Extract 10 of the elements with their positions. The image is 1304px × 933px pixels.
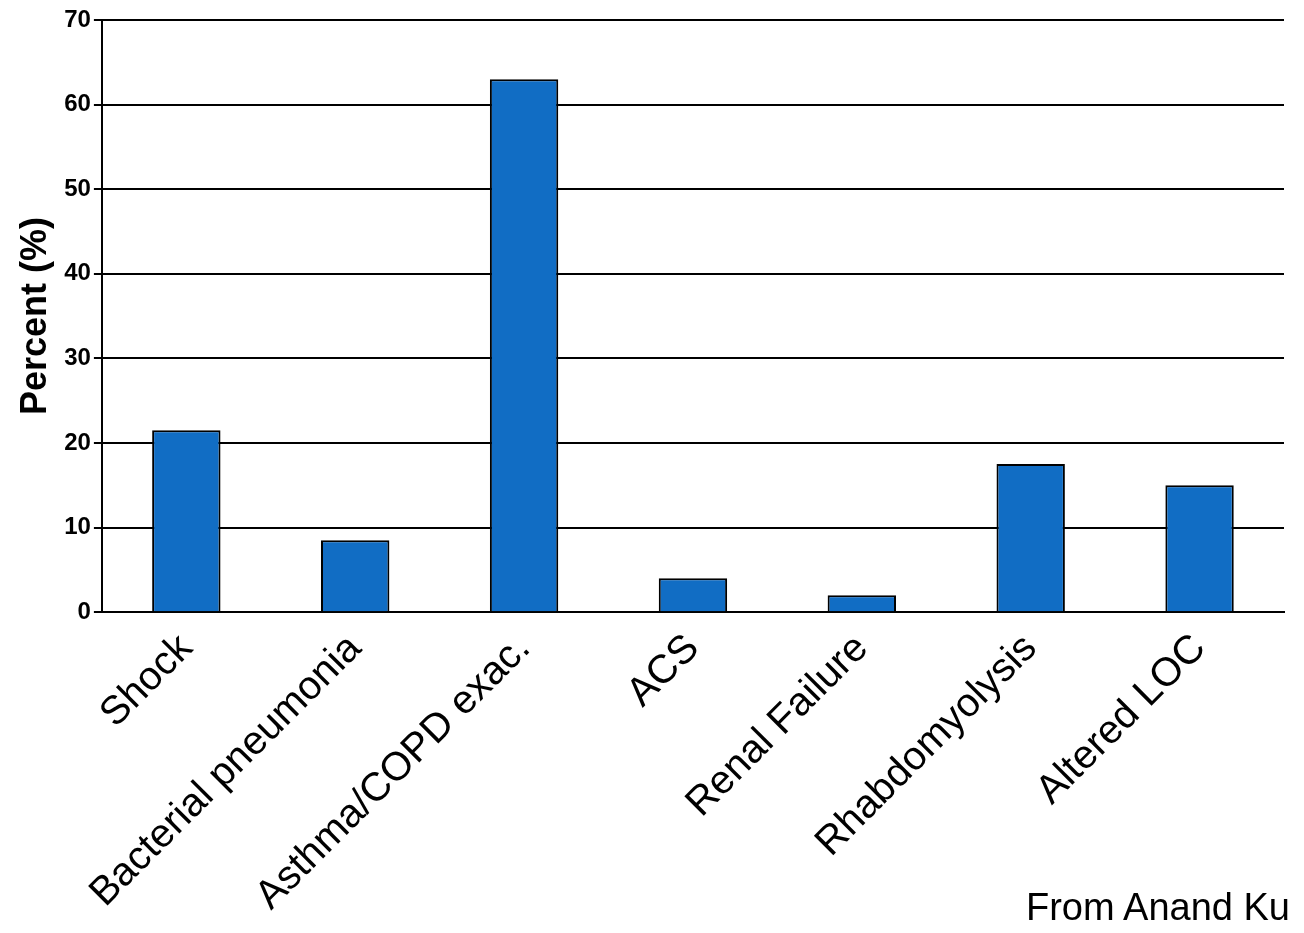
y-tick-label: 0 xyxy=(77,596,91,624)
y-tick-label: 40 xyxy=(64,258,91,286)
y-axis-title: Percent (%) xyxy=(12,217,54,416)
y-tick-label: 10 xyxy=(64,512,91,540)
y-tick-label: 30 xyxy=(64,342,91,370)
y-tick-label: 50 xyxy=(64,173,91,201)
y-tick-label: 20 xyxy=(64,427,91,455)
text: From Anand Ku xyxy=(1025,886,1290,929)
y-tick-label: 60 xyxy=(64,89,91,117)
y-tick-label: 70 xyxy=(64,4,91,32)
